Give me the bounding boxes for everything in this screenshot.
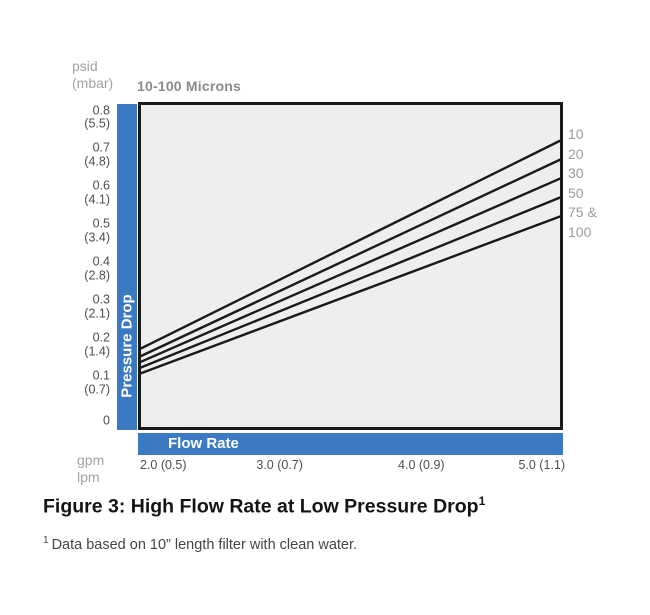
pressure-drop-label: Pressure Drop [118, 294, 136, 398]
x-axis-units: gpm lpm [77, 452, 104, 486]
y-axis-tick: 0 [103, 413, 110, 428]
y-axis-units: psid (mbar) [72, 58, 113, 92]
lpm-unit-label: lpm [77, 469, 100, 485]
data-line [139, 196, 562, 369]
pressure-drop-bar [117, 104, 137, 430]
line-label: 20 [568, 145, 584, 162]
footnote-superscript: 1 [43, 535, 49, 546]
line-labels: 10 20 30 50 75 & 100 [568, 125, 597, 242]
flow-rate-bar: Flow Rate [138, 433, 563, 455]
y-axis-tick: 0.6 (4.1) [84, 178, 110, 207]
footnote: 1 Data based on 10” length filter with cl… [43, 535, 357, 553]
figure-caption: Figure 3: High Flow Rate at Low Pressure… [43, 494, 485, 519]
psid-unit-label: psid [72, 58, 98, 74]
y-axis-tick: 0.8 (5.5) [84, 103, 110, 131]
plot-background [138, 102, 563, 430]
y-axis-tick: 0.5 (3.4) [84, 216, 110, 245]
y-axis-tick: 0.4 (2.8) [84, 254, 110, 283]
x-axis-tick: 5.0 (1.1) [518, 458, 565, 472]
line-label: 100 [568, 223, 592, 240]
data-line [139, 177, 562, 364]
y-axis-tick: 0.3 (2.1) [84, 292, 110, 321]
y-axis-tick: 0.7 (4.8) [84, 140, 110, 169]
y-axis-tick: 0.1 (0.7) [84, 368, 110, 397]
x-axis-tick: 2.0 (0.5) [140, 458, 187, 472]
x-axis-tick: 3.0 (0.7) [256, 458, 303, 472]
data-line [139, 158, 562, 358]
line-label: 75 & [568, 204, 597, 220]
data-line [139, 215, 562, 375]
footnote-text: Data based on 10” length filter with cle… [51, 536, 358, 553]
x-axis-tick: 4.0 (0.9) [398, 458, 445, 472]
plot-area [138, 102, 563, 430]
figure-caption-text: Figure 3: High Flow Rate at Low Pressure… [43, 495, 479, 518]
chart-title: 10-100 Microns [137, 78, 241, 94]
mbar-unit-label: (mbar) [72, 75, 114, 91]
flow-rate-label: Flow Rate [168, 435, 239, 452]
y-axis-tick: 0.2 (1.4) [84, 330, 110, 359]
line-label: 30 [568, 165, 584, 181]
gpm-unit-label: gpm [77, 452, 105, 468]
caption-superscript: 1 [478, 494, 486, 508]
line-label: 10 [568, 126, 584, 142]
line-label: 50 [568, 184, 584, 201]
data-line [139, 139, 562, 350]
